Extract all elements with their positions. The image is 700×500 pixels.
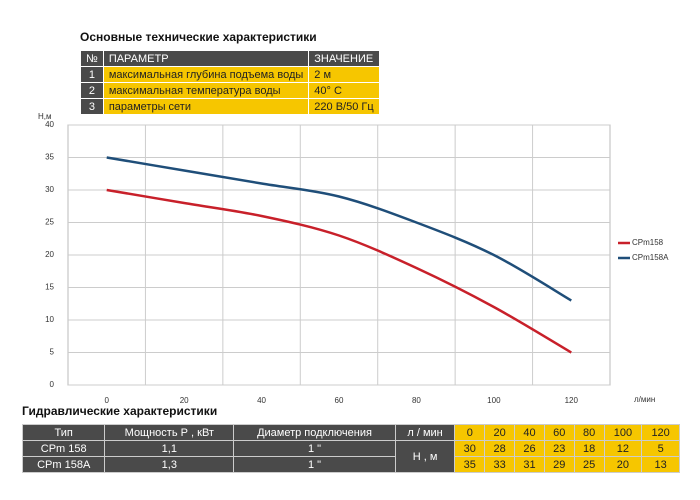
series-line xyxy=(106,188,572,354)
cell: CPm 158A xyxy=(21,456,106,473)
cell: 2 м xyxy=(308,66,380,83)
y-tick-label: 25 xyxy=(45,218,54,227)
cell: 2 xyxy=(80,82,104,99)
cell: 5 xyxy=(641,440,680,457)
legend-label: CPm158A xyxy=(632,253,669,262)
specs-table: № ПАРАМЕТР ЗНАЧЕНИЕ 1 максимальная глубина … xyxy=(80,50,380,115)
th: 20 xyxy=(484,424,516,441)
th: 80 xyxy=(573,424,605,441)
th: 60 xyxy=(543,424,575,441)
th: 120 xyxy=(641,424,680,441)
cell: 220 В/50 Гц xyxy=(308,98,380,115)
header-row: Тип Мощность Р , кВт Диаметр подключения л … xyxy=(21,424,680,441)
cell: 1,1 xyxy=(104,440,235,457)
series-line xyxy=(106,156,572,302)
y-tick-label: 35 xyxy=(45,153,54,162)
cell: 1,3 xyxy=(104,456,235,473)
y-tick-label: 15 xyxy=(45,283,54,292)
row: 2 максимальная температура воды 40° С xyxy=(80,82,380,99)
cell: 33 xyxy=(484,456,516,473)
cell: 26 xyxy=(514,440,545,457)
th: № xyxy=(80,50,104,67)
cell: 29 xyxy=(543,456,575,473)
cell: 1 " xyxy=(233,456,396,473)
y-tick-label: 0 xyxy=(50,380,55,389)
th: 40 xyxy=(514,424,545,441)
cell: 35 xyxy=(454,456,486,473)
y-tick-label: 10 xyxy=(45,315,54,324)
th: Диаметр подключения xyxy=(233,424,396,441)
row: 3 параметры сети 220 В/50 Гц xyxy=(80,98,380,115)
specs-title: Основные технические характеристики xyxy=(80,30,317,44)
y-tick-label: 40 xyxy=(45,120,54,129)
cell: параметры сети xyxy=(102,98,310,115)
cell: 13 xyxy=(641,456,680,473)
cell: 30 xyxy=(454,440,486,457)
cell: 31 xyxy=(514,456,545,473)
row: 1 максимальная глубина подъема воды 2 м xyxy=(80,66,380,83)
cell: 23 xyxy=(543,440,575,457)
x-tick-label: 20 xyxy=(180,396,189,405)
cell: 20 xyxy=(603,456,643,473)
cell: максимальная температура воды xyxy=(102,82,310,99)
th: Мощность Р , кВт xyxy=(104,424,235,441)
cell: 3 xyxy=(80,98,104,115)
x-tick-label: 100 xyxy=(487,396,501,405)
y-tick-label: 5 xyxy=(50,348,55,357)
y-axis-label: Н,м xyxy=(38,112,52,121)
th: Тип xyxy=(21,424,106,441)
cell: CPm 158 xyxy=(21,440,106,457)
x-axis-label: л/мин xyxy=(634,395,655,404)
y-tick-label: 20 xyxy=(45,250,54,259)
row: CPm 158 1,1 1 " Н , м 30 28 26 23 18 12 5 xyxy=(21,440,680,473)
row: CPm 158A 1,3 1 " 35 33 31 29 25 20 13 xyxy=(21,456,680,473)
th: л / мин xyxy=(394,424,456,441)
x-tick-label: 40 xyxy=(257,396,266,405)
th: 0 xyxy=(454,424,486,441)
hydraulics-title: Гидравлические характеристики xyxy=(22,404,218,418)
cell: 1 " xyxy=(233,440,396,457)
th: ЗНАЧЕНИЕ xyxy=(308,50,380,67)
cell: максимальная глубина подъема воды xyxy=(102,66,310,83)
cell: 25 xyxy=(573,456,605,473)
cell: 28 xyxy=(484,440,516,457)
unit-cell: Н , м xyxy=(394,440,456,473)
cell: 40° С xyxy=(308,82,380,99)
hydraulics-table: Тип Мощность Р , кВт Диаметр подключения л … xyxy=(21,424,680,473)
th: ПАРАМЕТР xyxy=(102,50,310,67)
x-tick-label: 60 xyxy=(335,396,344,405)
cell: 18 xyxy=(573,440,605,457)
y-tick-label: 30 xyxy=(45,185,54,194)
th: 100 xyxy=(603,424,643,441)
x-tick-label: 120 xyxy=(565,396,579,405)
legend-label: CPm158 xyxy=(632,238,664,247)
x-tick-label: 0 xyxy=(104,396,109,405)
cell: 12 xyxy=(603,440,643,457)
x-tick-label: 80 xyxy=(412,396,421,405)
